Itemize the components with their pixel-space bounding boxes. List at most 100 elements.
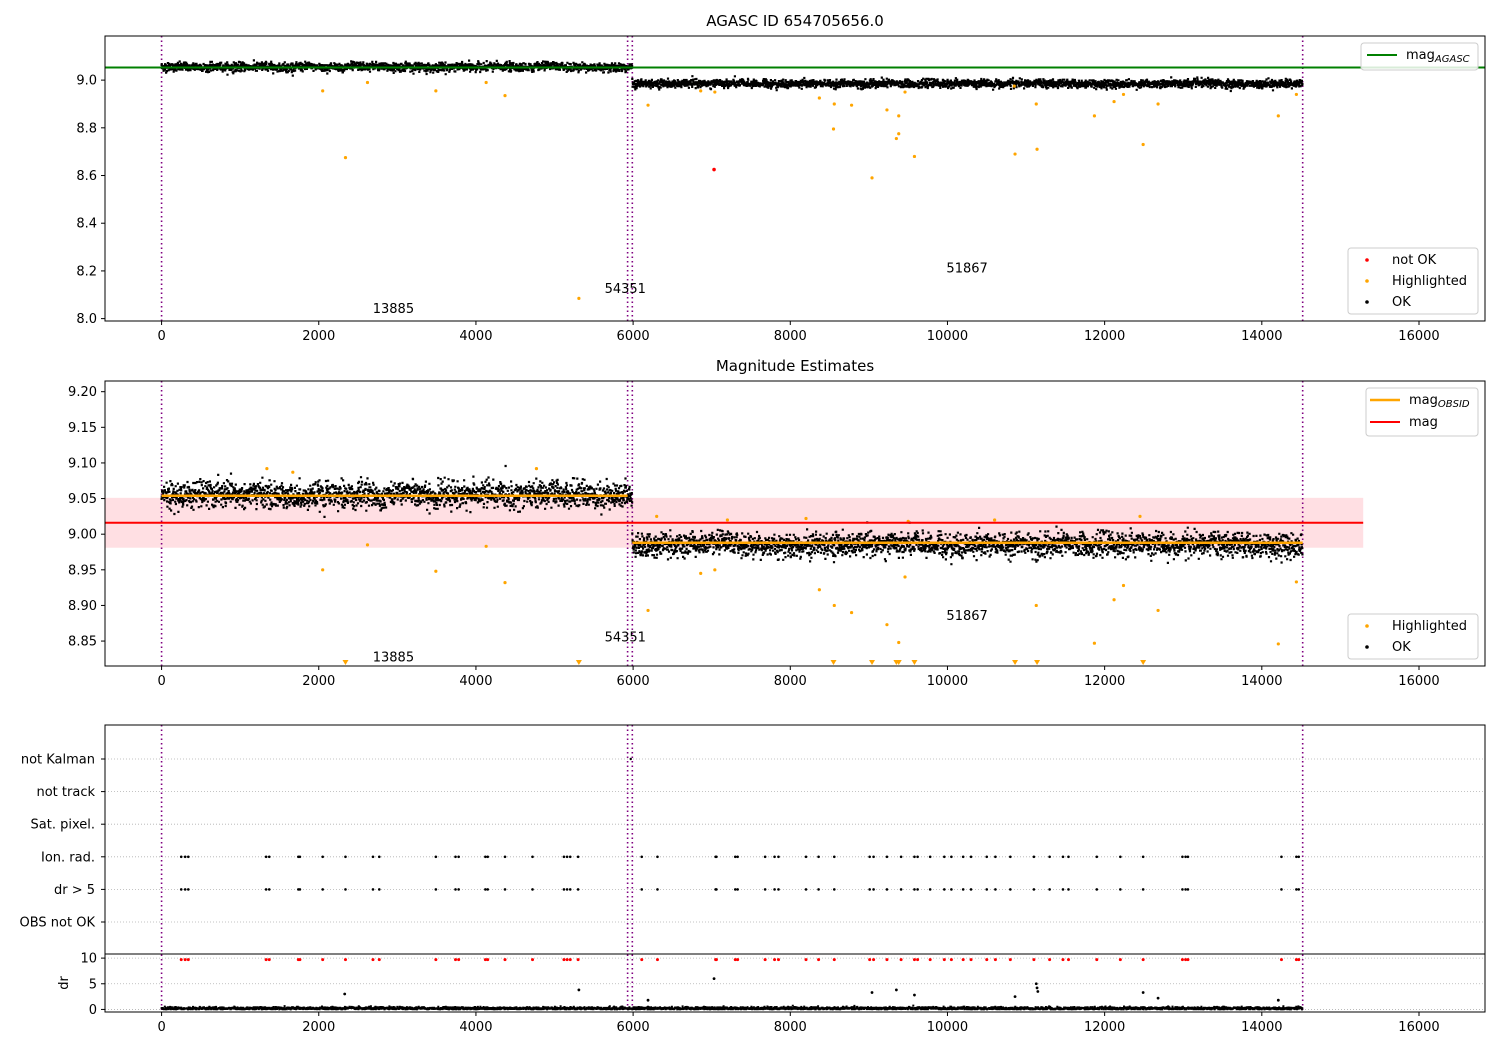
flag-label: not track: [36, 785, 95, 800]
y-tick-label: 8.90: [68, 599, 97, 614]
highlighted-point: [434, 89, 438, 93]
offscale-marker: [1034, 660, 1041, 665]
dr-spike-point: [646, 998, 650, 1002]
dr-clipped-point: [912, 958, 916, 962]
legend-mag-agasc-subscript: AGASC: [1434, 54, 1470, 65]
highlighted-point: [1092, 641, 1097, 645]
highlighted-point: [894, 136, 898, 141]
dr-clipped-point: [736, 958, 740, 962]
dr-flag-point: [1181, 888, 1184, 891]
dr-clipped-point: [1184, 958, 1188, 962]
legend-highlighted-label: Highlighted: [1392, 274, 1467, 289]
dr-clipped-point: [928, 958, 932, 962]
y-tick-label: 10: [80, 952, 97, 967]
y-tick-label: 9.20: [68, 385, 97, 400]
highlighted-point: [817, 588, 821, 592]
dr-clipped-point: [1048, 958, 1052, 962]
dr-clipped-point: [993, 958, 997, 962]
dr-spike-point: [1276, 998, 1280, 1002]
x-tick-label: 16000: [1398, 329, 1439, 344]
legend-ok-label: OK: [1392, 640, 1411, 655]
panel-magnitude-estimates-legend-mag: magOBSID mag: [1365, 387, 1479, 437]
panel-agasc-plot: 13885 54351 51867: [105, 36, 1485, 321]
highlighted-point: [343, 156, 348, 160]
highlighted-point: [699, 89, 703, 93]
ion-rad-flag-point: [1119, 855, 1122, 859]
offscale-marker: [1012, 660, 1019, 665]
x-tick-label: 6000: [617, 1020, 650, 1035]
highlighted-point: [1276, 114, 1280, 118]
x-tick-label: 8000: [774, 329, 807, 344]
dr-points: [160, 1004, 1304, 1011]
dr-flag-point: [565, 888, 569, 891]
ion-rad-flag-point: [457, 855, 460, 859]
x-tick-label: 14000: [1241, 329, 1282, 344]
dr-flag-point: [804, 888, 808, 891]
ion-rad-flag-point: [1048, 855, 1051, 859]
highlighted-point: [646, 608, 650, 613]
ion-rad-flag-point: [994, 855, 997, 859]
highlighted-point: [291, 470, 295, 474]
x-tick-label: 8000: [774, 1020, 807, 1035]
y-tick-label: 8.0: [76, 312, 97, 327]
dr-clipped-point: [733, 958, 737, 962]
ion-rad-flag-point: [872, 855, 875, 859]
dr-flag-point: [1186, 888, 1190, 891]
dr-flag-point: [1009, 888, 1012, 891]
legend-not-ok-label: not OK: [1392, 253, 1437, 268]
dr-spike-point: [1034, 982, 1038, 986]
dr-flag-point: [1297, 888, 1301, 891]
dr-clipped-point: [1141, 958, 1145, 962]
legend-mag-label: mag: [1409, 415, 1438, 430]
highlighted-point: [503, 581, 507, 585]
dr-clipped-point: [531, 958, 535, 962]
panel-dr-frame: [104, 953, 1486, 1013]
dr-flag-point: [885, 888, 889, 891]
legend-not-ok-marker: [1365, 258, 1369, 262]
ion-rad-flag-point: [371, 855, 375, 859]
ion-rad-flag-point: [264, 855, 268, 859]
y-tick-label: 8.6: [76, 169, 97, 184]
highlighted-point: [832, 102, 836, 106]
ion-rad-flag-point: [868, 855, 871, 859]
highlighted-point: [1012, 84, 1016, 88]
highlighted-point: [993, 518, 997, 522]
ion-rad-flag-point: [817, 855, 820, 859]
dr-clipped-point: [942, 958, 946, 962]
ion-rad-flag-point: [1141, 855, 1145, 859]
ion-rad-flag-point: [377, 855, 381, 859]
not-ok-point: [712, 167, 716, 172]
legend-mag-agasc-text: mag: [1406, 48, 1435, 63]
highlighted-point: [831, 127, 836, 131]
ion-rad-flag-point: [1280, 855, 1283, 859]
dr-flag-point: [916, 888, 919, 891]
dr-flag-point: [503, 888, 507, 891]
dr-flag-point: [576, 888, 580, 891]
ion-rad-flag-point: [773, 855, 776, 859]
x-tick-label: 2000: [302, 1020, 335, 1035]
legend-ok-marker: [1365, 645, 1369, 649]
dr-flag-point: [773, 888, 776, 891]
offscale-marker: [1140, 660, 1147, 665]
highlighted-point: [484, 544, 488, 548]
dr-flag-point: [321, 888, 324, 891]
ion-rad-flag-point: [568, 855, 572, 859]
y-tick-label: 9.00: [68, 528, 97, 543]
dr-clipped-point: [832, 958, 836, 962]
dr-flag-point: [183, 888, 187, 891]
dr-clipped-point: [568, 958, 572, 962]
highlighted-point: [912, 154, 917, 159]
dr-clipped-point: [1180, 958, 1184, 962]
x-tick-label: 0: [157, 329, 165, 344]
dr-flag-point: [899, 888, 903, 891]
dr-flag-point: [264, 888, 268, 891]
obsid-label-54351: 54351: [605, 631, 646, 646]
dr-flag-point: [454, 888, 457, 891]
highlighted-point: [1156, 608, 1160, 613]
highlighted-point: [1034, 603, 1038, 608]
ion-rad-flag-point: [928, 855, 932, 859]
ion-rad-flag-point: [913, 855, 916, 859]
ion-rad-flag-point: [187, 855, 190, 859]
highlighted-point: [1035, 147, 1039, 151]
highlighted-point: [897, 114, 901, 118]
